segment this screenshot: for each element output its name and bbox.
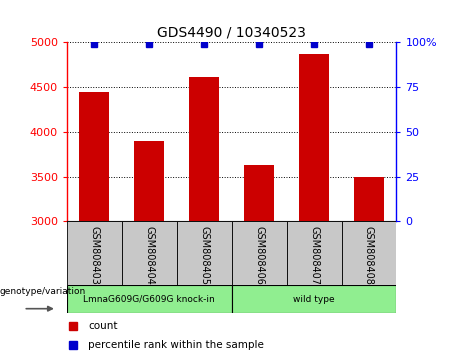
Text: genotype/variation: genotype/variation [0,287,86,296]
Bar [79,92,109,221]
FancyBboxPatch shape [177,221,231,285]
Text: GSM808407: GSM808407 [309,226,319,285]
Bar [231,285,396,313]
Title: GDS4490 / 10340523: GDS4490 / 10340523 [157,26,306,40]
Bar [189,77,219,221]
FancyBboxPatch shape [67,221,122,285]
Text: count: count [89,321,118,331]
Bar [134,141,165,221]
Text: percentile rank within the sample: percentile rank within the sample [89,340,264,350]
Text: GSM808408: GSM808408 [364,226,374,285]
FancyBboxPatch shape [342,221,396,285]
Bar [354,177,384,221]
Bar [244,165,274,221]
FancyBboxPatch shape [122,221,177,285]
Bar [299,54,329,221]
Text: GSM808406: GSM808406 [254,226,264,285]
FancyBboxPatch shape [287,221,342,285]
Text: GSM808405: GSM808405 [199,226,209,285]
FancyBboxPatch shape [231,221,287,285]
Text: GSM808403: GSM808403 [89,226,99,285]
Text: GSM808404: GSM808404 [144,226,154,285]
Text: wild type: wild type [293,295,335,304]
Bar [67,285,231,313]
Text: LmnaG609G/G609G knock-in: LmnaG609G/G609G knock-in [83,295,215,304]
